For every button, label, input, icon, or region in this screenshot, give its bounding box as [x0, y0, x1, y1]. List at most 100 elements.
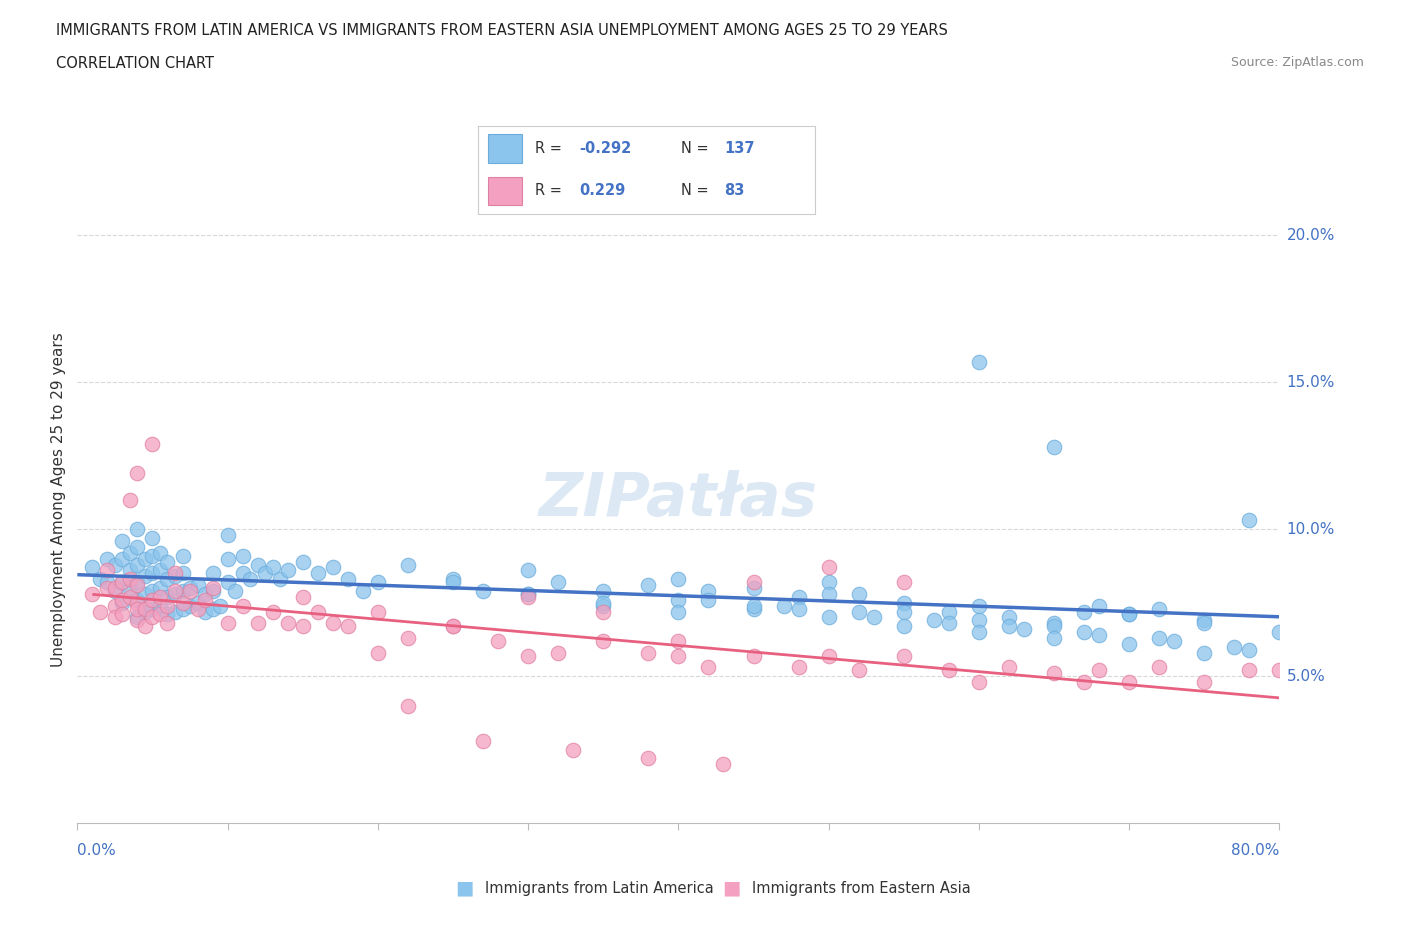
Point [1149, 601, 1171, 616]
Point [322, 616, 344, 631]
Point [224, 583, 246, 598]
Text: Immigrants from Latin America: Immigrants from Latin America [485, 881, 714, 896]
Point [246, 557, 269, 572]
Point [1043, 631, 1066, 645]
Point [291, 590, 314, 604]
Point [118, 590, 141, 604]
Point [217, 527, 239, 542]
Point [134, 587, 156, 602]
Point [127, 578, 149, 592]
Point [149, 607, 172, 622]
Point [998, 610, 1021, 625]
Point [697, 660, 720, 675]
Point [163, 604, 186, 619]
Text: 137: 137 [724, 141, 755, 156]
Point [141, 610, 163, 625]
Point [1073, 674, 1095, 689]
Point [938, 663, 960, 678]
Point [96, 575, 118, 590]
Point [742, 648, 765, 663]
Point [486, 633, 509, 648]
Point [186, 601, 209, 616]
Point [127, 595, 149, 610]
Point [134, 618, 156, 633]
Point [291, 618, 314, 633]
Point [893, 575, 915, 590]
Point [938, 616, 960, 631]
Point [352, 583, 374, 598]
Point [149, 590, 172, 604]
Point [246, 616, 269, 631]
Text: N =: N = [681, 141, 713, 156]
Point [134, 569, 156, 584]
Point [118, 572, 141, 587]
Point [967, 598, 990, 613]
Point [1012, 622, 1035, 637]
Point [104, 598, 127, 613]
Point [141, 592, 163, 607]
Point [141, 601, 163, 616]
Point [201, 565, 224, 580]
Point [396, 631, 419, 645]
Point [127, 613, 149, 628]
Point [141, 565, 163, 580]
Point [1268, 625, 1291, 640]
Point [367, 604, 389, 619]
Point [441, 618, 464, 633]
Point [547, 645, 569, 660]
Text: R =: R = [536, 141, 567, 156]
Point [156, 598, 179, 613]
Point [307, 604, 329, 619]
Point [517, 590, 540, 604]
Point [118, 493, 141, 508]
Point [111, 592, 134, 607]
Point [111, 534, 134, 549]
Text: 5.0%: 5.0% [1286, 669, 1326, 684]
Point [517, 563, 540, 578]
Text: 20.0%: 20.0% [1286, 228, 1334, 243]
Point [441, 575, 464, 590]
Point [893, 595, 915, 610]
Point [1073, 604, 1095, 619]
Point [742, 575, 765, 590]
Point [1194, 645, 1216, 660]
Point [217, 575, 239, 590]
Point [179, 583, 201, 598]
Point [1118, 607, 1140, 622]
Point [172, 583, 194, 598]
Point [1194, 616, 1216, 631]
Point [186, 578, 209, 592]
Point [89, 572, 111, 587]
Point [637, 751, 659, 766]
Text: IMMIGRANTS FROM LATIN AMERICA VS IMMIGRANTS FROM EASTERN ASIA UNEMPLOYMENT AMONG: IMMIGRANTS FROM LATIN AMERICA VS IMMIGRA… [56, 23, 948, 38]
Point [141, 436, 163, 451]
Text: N =: N = [681, 183, 713, 198]
Point [697, 583, 720, 598]
Point [817, 610, 839, 625]
Point [1194, 674, 1216, 689]
Point [201, 601, 224, 616]
Point [1043, 618, 1066, 633]
Point [817, 587, 839, 602]
Point [134, 551, 156, 566]
Point [156, 616, 179, 631]
Point [441, 618, 464, 633]
Point [172, 549, 194, 564]
Point [172, 601, 194, 616]
Point [848, 663, 870, 678]
Point [163, 565, 186, 580]
Point [893, 618, 915, 633]
Point [938, 604, 960, 619]
Point [967, 354, 990, 369]
Point [104, 580, 127, 595]
Point [1239, 513, 1261, 528]
Point [277, 563, 299, 578]
Y-axis label: Unemployment Among Ages 25 to 29 years: Unemployment Among Ages 25 to 29 years [51, 333, 66, 667]
Point [149, 563, 172, 578]
Point [441, 572, 464, 587]
Point [163, 587, 186, 602]
Point [89, 604, 111, 619]
Point [217, 616, 239, 631]
Point [194, 587, 217, 602]
Point [787, 590, 810, 604]
